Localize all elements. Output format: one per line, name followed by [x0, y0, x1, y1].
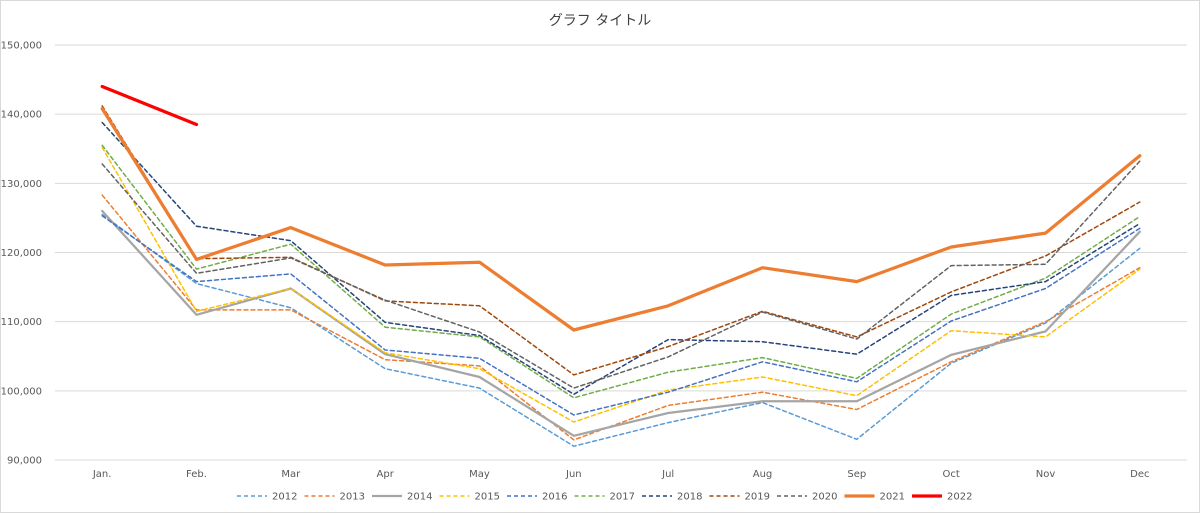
x-tick-label: Apr [377, 469, 395, 480]
y-tick-label: 110,000 [1, 317, 42, 328]
y-axis-tick-labels: 90,000 100,000 110,000 120,000 130,000 140,00… [1, 41, 42, 467]
series-line-2014 [101, 209, 1141, 437]
y-tick-label: 140,000 [1, 110, 42, 121]
legend: 2012 2013 2014 2015 2016 2017 2018 2019 2020 2021… [237, 492, 972, 503]
legend-label: 2022 [947, 492, 972, 503]
series-line-2020 [101, 160, 1141, 389]
x-tick-label: May [469, 469, 490, 480]
series-line-2018 [101, 121, 1141, 396]
legend-label: 2014 [407, 492, 432, 503]
x-tick-label: Aug [753, 469, 773, 480]
legend-label: 2015 [475, 492, 500, 503]
series-line-2015 [101, 146, 1141, 423]
x-tick-label: Oct [943, 469, 960, 480]
legend-label: 2020 [812, 492, 837, 503]
legend-label: 2016 [542, 492, 567, 503]
y-tick-label: 90,000 [7, 456, 42, 467]
series-line-2012 [101, 213, 1141, 447]
legend-label: 2019 [745, 492, 770, 503]
x-tick-label: Nov [1036, 469, 1056, 480]
gridlines [55, 44, 1187, 461]
legend-label: 2021 [880, 492, 905, 503]
x-tick-label: Sep [847, 469, 866, 480]
series-line-2022 [100, 84, 199, 127]
series-line-2021 [100, 106, 1142, 332]
legend-label: 2018 [677, 492, 702, 503]
x-axis-tick-labels: Jan. Feb. Mar Apr May Jun Jul Aug Sep Oct Nov Dec [92, 469, 1150, 480]
legend-label: 2013 [340, 492, 365, 503]
x-tick-label: Dec [1130, 469, 1149, 480]
x-tick-label: Jun [565, 469, 582, 480]
x-tick-label: Jan. [92, 469, 112, 480]
y-tick-label: 130,000 [1, 179, 42, 190]
series-lines [100, 84, 1142, 447]
series-line-2019 [101, 105, 1141, 376]
y-tick-label: 100,000 [1, 386, 42, 397]
series-line-2013 [101, 194, 1141, 441]
chart-title: グラフ タイトル [549, 13, 651, 29]
x-tick-label: Jul [661, 469, 674, 480]
x-tick-label: Mar [281, 469, 301, 480]
legend-label: 2017 [610, 492, 635, 503]
y-tick-label: 150,000 [1, 41, 42, 52]
y-tick-label: 120,000 [1, 248, 42, 259]
series-line-2016 [101, 215, 1141, 416]
legend-label: 2012 [272, 492, 297, 503]
x-tick-label: Feb. [186, 469, 207, 480]
